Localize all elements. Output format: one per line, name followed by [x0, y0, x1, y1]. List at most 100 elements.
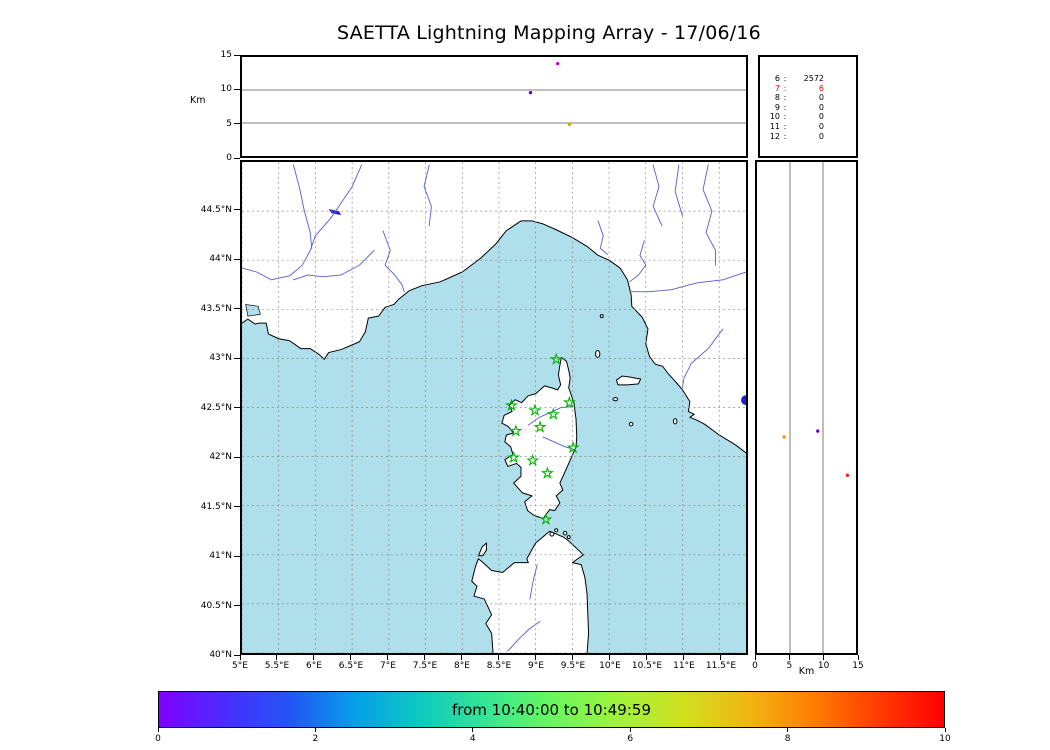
- river: [423, 164, 432, 227]
- separator: :: [783, 93, 787, 103]
- tick-mark: [944, 728, 946, 732]
- colorbar-tick-label: 8: [784, 734, 791, 744]
- river: [652, 164, 663, 227]
- tick-mark: [157, 728, 159, 732]
- separator: :: [783, 74, 787, 83]
- colorbar-tick-label: 4: [469, 734, 476, 744]
- altitude-axis-label: Km: [190, 95, 206, 106]
- separator: :: [783, 102, 787, 112]
- tick-mark: [535, 655, 537, 660]
- latitude-tick-label: 43°N: [209, 353, 232, 363]
- latitude-tick-label: 44°N: [209, 254, 232, 264]
- river: [242, 164, 363, 281]
- tick-mark: [234, 605, 240, 606]
- separator: :: [783, 83, 787, 93]
- longitude-tick-label: 10°E: [599, 661, 621, 671]
- station-star-marker: [540, 466, 555, 479]
- tick-mark: [823, 655, 825, 660]
- lightning-source-point: [782, 435, 786, 439]
- station-star-marker: [506, 450, 521, 464]
- river: [292, 164, 313, 249]
- island-elba: [615, 375, 642, 386]
- station-number: 12: [769, 131, 780, 141]
- altitude-ytick-label: 10: [220, 84, 232, 95]
- tick-mark: [857, 655, 859, 660]
- tick-mark: [234, 654, 240, 656]
- island-maddalena: [549, 531, 555, 537]
- station-number: 6: [774, 74, 780, 83]
- km-xtick-label: 5: [786, 661, 793, 671]
- lightning-source-point: [567, 122, 572, 126]
- station-count-row: 8: 0: [760, 93, 856, 103]
- tick-mark: [720, 655, 722, 660]
- lightning-source-point: [845, 473, 850, 477]
- station-count-row: 9: 0: [760, 103, 856, 113]
- tick-mark: [234, 157, 240, 159]
- station-star-marker: [546, 407, 560, 420]
- km-axis-label: Km: [798, 666, 815, 677]
- station-count-row: 6: 2572: [760, 74, 856, 84]
- island-corsica: [501, 356, 578, 519]
- station-count-row: 12: 0: [760, 132, 856, 142]
- lightning-source-point: [556, 61, 560, 66]
- latitude-tick-label: 40.5°N: [200, 600, 232, 611]
- tick-mark: [754, 655, 756, 660]
- tick-mark: [387, 655, 389, 660]
- source-count: 0: [818, 93, 824, 103]
- station-number: 8: [774, 93, 780, 103]
- island-pianosa: [612, 397, 619, 402]
- separator: :: [783, 112, 787, 122]
- island-giglio: [672, 418, 678, 425]
- altitude-ytick-label: 0: [226, 153, 232, 163]
- tick-mark: [572, 655, 574, 660]
- station-star-marker: [526, 453, 540, 467]
- river: [682, 328, 724, 389]
- altitude-latitude-panel[interactable]: [755, 160, 858, 655]
- longitude-tick-label: 8°E: [454, 661, 470, 671]
- station-number: 9: [774, 102, 780, 112]
- etang-de-berre-lagoon: [245, 304, 261, 317]
- river: [292, 249, 375, 281]
- longitude-tick-label: 10.5°E: [631, 661, 663, 671]
- tick-mark: [609, 655, 611, 660]
- longitude-tick-label: 9.5°E: [560, 661, 586, 671]
- tick-mark: [629, 728, 631, 732]
- river: [702, 164, 716, 266]
- island-maddalena: [566, 535, 571, 540]
- tick-mark: [234, 456, 240, 458]
- latitude-tick-label: 41°N: [209, 551, 232, 561]
- source-count: 0: [818, 121, 824, 131]
- altitude-longitude-plot: [242, 61, 746, 126]
- km-xtick-label: 10: [817, 661, 830, 671]
- station-number: 10: [769, 112, 780, 122]
- station-number: 11: [769, 121, 780, 131]
- map-panel[interactable]: [240, 160, 748, 655]
- source-count: 0: [818, 131, 824, 141]
- island-montecristo: [628, 421, 634, 427]
- island-capraia: [594, 349, 601, 358]
- tick-mark: [472, 728, 474, 732]
- station-count-row: 11: 0: [760, 122, 856, 132]
- colorbar-tick-label: 2: [312, 734, 319, 744]
- longitude-tick-label: 5.5°E: [264, 661, 290, 671]
- longitude-tick-label: 6.5°E: [338, 661, 364, 671]
- tick-mark: [313, 655, 315, 660]
- colorbar-tick-label: 10: [939, 734, 951, 744]
- longitude-tick-label: 5°E: [232, 661, 248, 671]
- altitude-longitude-panel[interactable]: [240, 55, 748, 158]
- tick-mark: [276, 655, 278, 660]
- tick-mark: [350, 655, 352, 660]
- latitude-tick-label: 41.5°N: [200, 501, 232, 512]
- station-star-marker: [539, 512, 553, 526]
- tick-mark: [787, 728, 789, 732]
- station-count-row: 7: 6: [760, 84, 856, 94]
- station-star-marker: [533, 420, 547, 433]
- station-count-panel: 6:2572 7:6 8:0 9:0 10:0 11:0 12:0: [758, 55, 858, 158]
- longitude-tick-label: 7°E: [380, 661, 396, 671]
- latitude-tick-label: 43.5°N: [200, 303, 232, 314]
- station-star-marker: [509, 424, 523, 437]
- tick-mark: [239, 655, 241, 660]
- station-star-marker: [566, 440, 580, 454]
- river: [674, 164, 683, 217]
